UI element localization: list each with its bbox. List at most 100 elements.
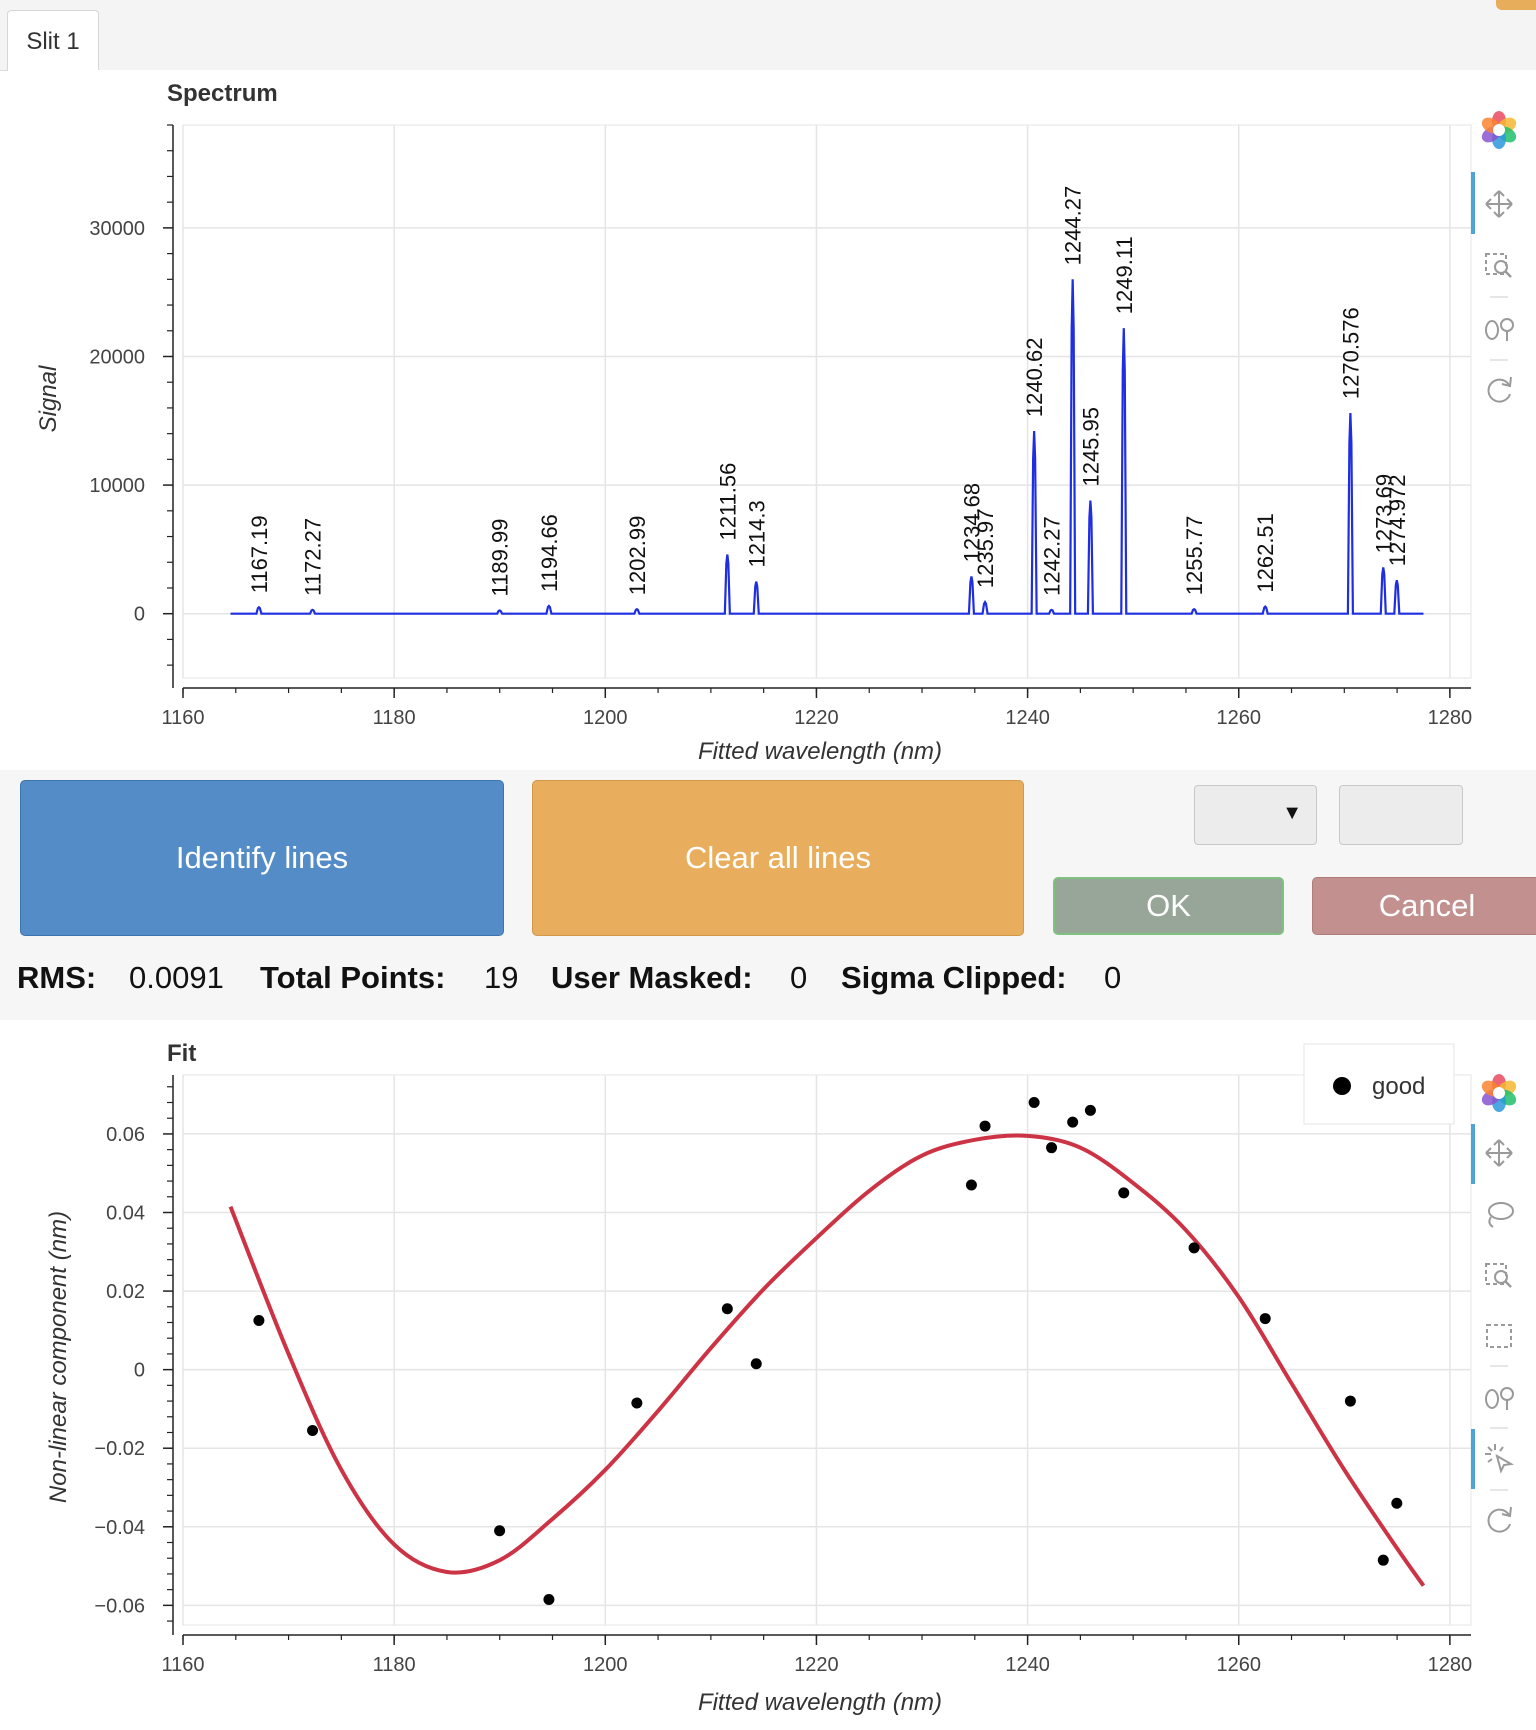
peak-label: 1255.77 — [1182, 516, 1207, 596]
x-tick-label: 1180 — [373, 1654, 416, 1676]
good-point — [965, 1179, 977, 1191]
active-tool-indicator — [1471, 1124, 1475, 1184]
good-point — [1391, 1497, 1403, 1509]
box-zoom-icon[interactable] — [1485, 253, 1512, 278]
line-value-input[interactable] — [1339, 785, 1463, 845]
good-point — [1259, 1313, 1271, 1325]
lasso-tail — [1488, 1216, 1494, 1228]
peak-label: 1202.99 — [625, 516, 650, 596]
rms-value: 0.0091 — [129, 960, 224, 995]
peak-label: 1270.576 — [1338, 307, 1363, 399]
tab-bar — [0, 0, 1536, 71]
reset-icon[interactable] — [1487, 376, 1512, 403]
peak-label: 1240.62 — [1022, 338, 1047, 418]
box-zoom-icon[interactable] — [1485, 1263, 1512, 1288]
ok-button[interactable]: OK — [1053, 877, 1284, 935]
x-tick-label: 1280 — [1428, 1654, 1473, 1676]
pan-icon[interactable] — [1485, 190, 1513, 218]
good-point — [1344, 1395, 1356, 1407]
logo-center — [1493, 124, 1505, 136]
corner-widget — [1496, 0, 1536, 10]
fit-title: Fit — [167, 1040, 196, 1067]
line-list-select[interactable]: ▼ — [1194, 785, 1317, 845]
wheel-b — [1500, 1387, 1514, 1401]
spectrum-y-axis-label: Signal — [35, 365, 62, 432]
tab-slit-1[interactable]: Slit 1 — [7, 10, 99, 70]
spectrum-line — [230, 279, 1424, 615]
peak-label: 1234.68 — [959, 483, 984, 563]
x-tick-label: 1220 — [794, 1654, 839, 1676]
legend-label-good: good — [1372, 1073, 1425, 1100]
x-tick-label: 1260 — [1216, 1654, 1261, 1676]
x-tick-label: 1240 — [1005, 1654, 1050, 1676]
cancel-button[interactable]: Cancel — [1312, 877, 1536, 935]
y-tick-label: 0 — [134, 604, 145, 626]
fit-chart[interactable]: 1160 1180 1200 1220 1240 1260 1280 0.06 0.04 0.02… — [8, 1020, 1536, 1725]
box-select-icon[interactable] — [1486, 1324, 1512, 1348]
x-tick-label: 1200 — [583, 707, 628, 729]
peak-label: 1245.95 — [1078, 407, 1103, 487]
wheel-zoom-icon[interactable] — [1485, 1387, 1514, 1410]
y-tick-label: 0.02 — [106, 1281, 145, 1303]
peak-label: 1189.99 — [488, 519, 513, 597]
spectrum-grid — [182, 124, 1472, 679]
sigma-clipped-value: 0 — [1104, 960, 1122, 995]
chevron-down-icon: ▼ — [1282, 802, 1302, 824]
rms-label: RMS: — [17, 960, 97, 995]
good-point — [631, 1397, 643, 1409]
spectrum-chart[interactable]: 1160 1180 1200 1220 1240 1260 1280 0 10000 20000 3… — [8, 70, 1536, 770]
pan-arrows — [1485, 1139, 1513, 1167]
spectrum-x-axis-label: Fitted wavelength (nm) — [698, 738, 942, 765]
user-masked-label: User Masked: — [551, 960, 753, 995]
fit-legend: good — [1303, 1043, 1455, 1125]
identify-lines-button[interactable]: Identify lines — [20, 780, 504, 936]
y-tick-label: 0.06 — [106, 1124, 145, 1146]
pan-arrows — [1485, 190, 1513, 218]
bokeh-logo-icon — [1481, 1074, 1517, 1112]
lasso-select-icon[interactable] — [1488, 1202, 1514, 1228]
tap-rays — [1485, 1444, 1504, 1463]
zoom-lens — [1494, 260, 1508, 274]
x-tick-label: 1240 — [1005, 707, 1050, 729]
good-point — [1084, 1104, 1096, 1116]
x-tick-label: 1280 — [1428, 707, 1473, 729]
reset-icon[interactable] — [1487, 1506, 1512, 1533]
peak-label: 1274.972 — [1385, 474, 1410, 566]
fit-curve — [228, 1133, 1426, 1587]
good-point — [1377, 1554, 1389, 1566]
peak-label: 1211.56 — [715, 463, 740, 541]
logo-center — [1493, 1087, 1505, 1099]
peak-label: 1172.27 — [301, 518, 326, 596]
active-tool-indicator — [1471, 172, 1475, 234]
wheel-zoom-icon[interactable] — [1485, 318, 1514, 341]
y-tick-label: 0 — [134, 1360, 145, 1382]
wheel-b — [1500, 318, 1514, 332]
y-tick-label: 10000 — [89, 475, 145, 497]
peak-label: 1244.27 — [1061, 186, 1086, 266]
good-point — [307, 1425, 319, 1437]
reset-arc — [1487, 378, 1511, 403]
peak-label: 1262.51 — [1253, 513, 1278, 593]
pan-icon[interactable] — [1485, 1139, 1513, 1167]
x-tick-label: 1160 — [161, 1654, 204, 1676]
plot-frame — [182, 124, 1472, 679]
good-point — [494, 1525, 506, 1537]
peak-label: 1273.69 — [1371, 474, 1396, 554]
bokeh-logo-icon — [1481, 111, 1517, 149]
wheel-a — [1485, 320, 1499, 340]
y-tick-label: 0.04 — [106, 1203, 145, 1225]
zoom-handle — [1504, 1280, 1512, 1288]
zoom-handle — [1504, 270, 1512, 278]
spectrum-peak-labels: 1167.19 1172.27 1189.99 1194.66 1202.99 1211.… — [247, 186, 1410, 597]
tap-icon[interactable] — [1485, 1444, 1515, 1474]
good-point — [1118, 1187, 1130, 1199]
reset-arrow — [1501, 376, 1512, 388]
good-point — [1188, 1242, 1200, 1254]
clear-all-lines-button[interactable]: Clear all lines — [532, 780, 1024, 936]
good-point — [1028, 1097, 1040, 1108]
good-point — [750, 1358, 762, 1370]
spectrum-toolbar — [1471, 111, 1517, 403]
good-point — [721, 1303, 733, 1315]
good-point — [1046, 1142, 1058, 1154]
select-box — [1486, 1324, 1512, 1348]
